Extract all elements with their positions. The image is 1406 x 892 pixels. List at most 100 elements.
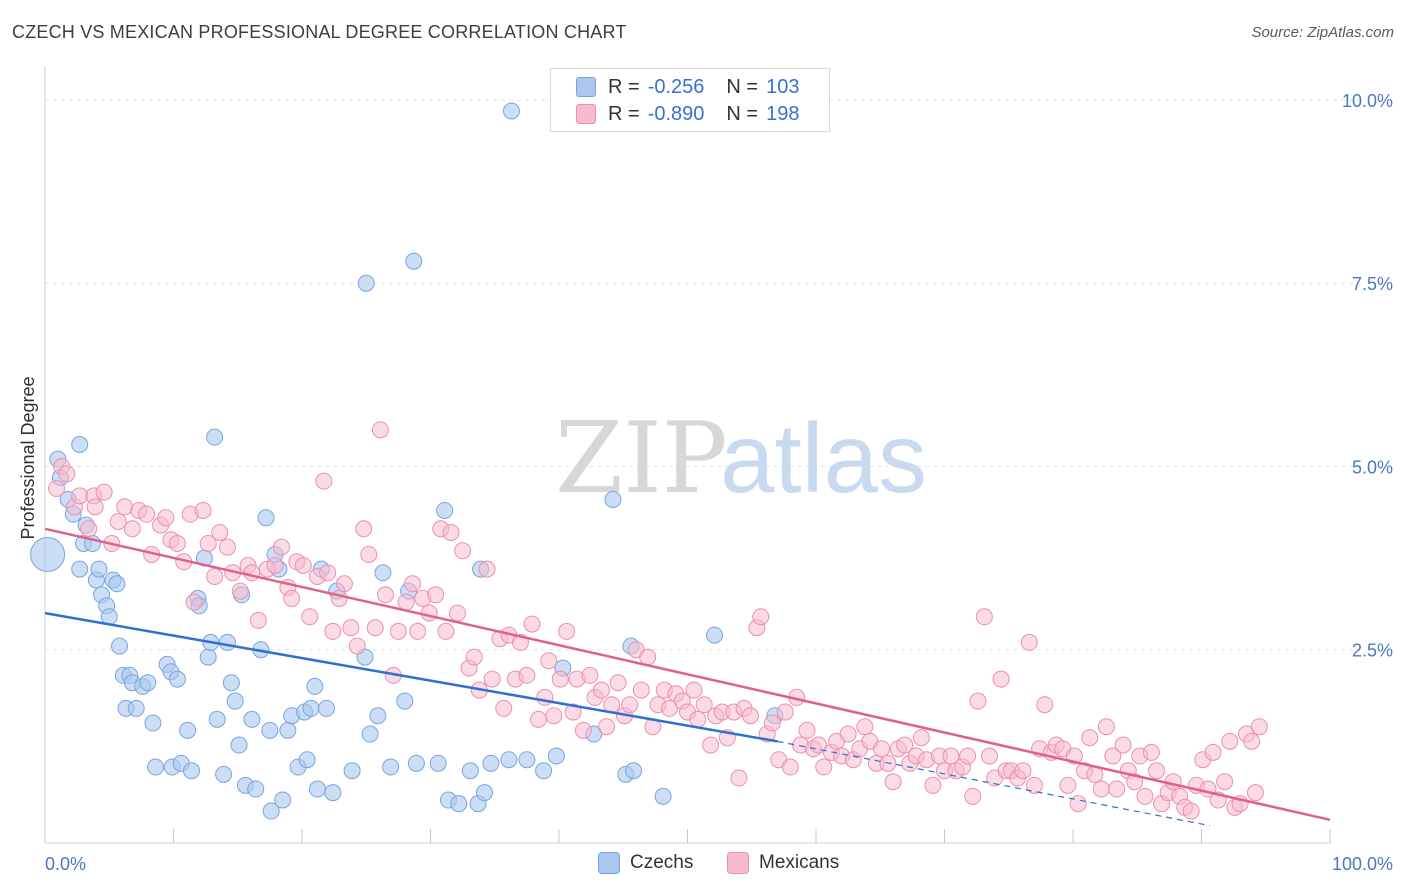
mexican-point bbox=[1036, 696, 1054, 714]
mexican-point bbox=[1108, 780, 1126, 798]
chart-title: CZECH VS MEXICAN PROFESSIONAL DEGREE COR… bbox=[12, 22, 627, 42]
czech-point bbox=[108, 575, 126, 593]
mexican-swatch bbox=[576, 104, 596, 124]
czech-point bbox=[298, 751, 316, 769]
trend-lines bbox=[44, 527, 1331, 827]
mexican-point bbox=[558, 622, 576, 640]
mexican-point bbox=[409, 622, 427, 640]
mexican-point bbox=[1164, 773, 1182, 791]
mexican-point bbox=[1250, 718, 1268, 736]
mexican-point bbox=[980, 747, 998, 765]
czech-point bbox=[396, 692, 414, 710]
tick-labels: 2.5% 5.0% 7.5% 10.0% 0.0% 100.0% bbox=[45, 91, 1393, 874]
mexican-point bbox=[283, 589, 301, 607]
mexican-point bbox=[776, 703, 794, 721]
mexican-point bbox=[621, 696, 639, 714]
mexican-point bbox=[969, 692, 987, 710]
mexican-point bbox=[959, 747, 977, 765]
mexican-point bbox=[551, 670, 569, 688]
mexican-point bbox=[540, 652, 558, 670]
mexican-point bbox=[335, 575, 353, 593]
mexican-point bbox=[138, 505, 156, 523]
legend-item-czechs[interactable]: Czechs bbox=[598, 852, 693, 874]
watermark: ZIP atlas bbox=[555, 402, 927, 516]
mexican-point bbox=[427, 586, 445, 604]
mexican-point bbox=[1136, 787, 1154, 805]
czech-swatch bbox=[598, 852, 620, 874]
czech-trend-extension bbox=[777, 740, 1211, 827]
mexican-point bbox=[1114, 736, 1132, 754]
mexican-point bbox=[454, 542, 472, 560]
mexican-point bbox=[1025, 776, 1043, 794]
mexican-point bbox=[437, 622, 455, 640]
mexican-point bbox=[71, 487, 89, 505]
mexican-point bbox=[355, 520, 373, 538]
czech-point bbox=[518, 751, 536, 769]
czech-point bbox=[361, 725, 379, 743]
czech-point bbox=[357, 274, 375, 292]
mexican-point bbox=[301, 608, 319, 626]
mexican-point bbox=[1182, 802, 1200, 820]
mexican-point bbox=[975, 608, 993, 626]
mexican-point bbox=[856, 718, 874, 736]
mexican-point bbox=[319, 564, 337, 582]
legend-r-value: -0.890 bbox=[647, 102, 705, 125]
czech-point bbox=[369, 707, 387, 725]
czech-point bbox=[407, 754, 425, 772]
czech-point bbox=[535, 762, 553, 780]
mexican-point bbox=[397, 593, 415, 611]
mexican-point bbox=[592, 681, 610, 699]
mexican-point bbox=[483, 670, 501, 688]
legend-item-mexicans[interactable]: Mexicans bbox=[727, 852, 839, 874]
mexican-point bbox=[342, 619, 360, 637]
mexican-point bbox=[1204, 743, 1222, 761]
mexican-point bbox=[243, 564, 261, 582]
mexican-point bbox=[815, 758, 833, 776]
mexican-point bbox=[109, 512, 127, 530]
mexican-point bbox=[1014, 762, 1032, 780]
mexican-point bbox=[1092, 780, 1110, 798]
czech-point bbox=[111, 637, 129, 655]
y-tick-label: 10.0% bbox=[1342, 91, 1393, 111]
czech-point bbox=[450, 795, 468, 813]
mexican-point bbox=[763, 714, 781, 732]
mexican-point bbox=[199, 534, 217, 552]
czech-point bbox=[604, 490, 622, 508]
czech-point bbox=[405, 252, 423, 270]
czech-point bbox=[261, 721, 279, 739]
mexican-point bbox=[80, 520, 98, 538]
x-tick-label: 0.0% bbox=[45, 854, 86, 874]
watermark-zip: ZIP bbox=[555, 402, 728, 516]
czech-point bbox=[247, 780, 265, 798]
mexican-point bbox=[639, 648, 657, 666]
mexican-point bbox=[448, 604, 466, 622]
czech-point bbox=[500, 751, 518, 769]
mexican-point bbox=[157, 509, 175, 527]
legend-row-czech: R = -0.256 N = 103 bbox=[576, 75, 799, 99]
mexican-point bbox=[912, 729, 930, 747]
mexican-point bbox=[206, 567, 224, 585]
mexican-point bbox=[404, 575, 422, 593]
czech-point bbox=[179, 721, 197, 739]
mexican-point bbox=[741, 707, 759, 725]
mexican-point bbox=[360, 545, 378, 563]
czech-point bbox=[382, 758, 400, 776]
czech-point bbox=[302, 699, 320, 717]
mexican-point bbox=[249, 611, 267, 629]
mexican-point bbox=[896, 736, 914, 754]
mexican-point bbox=[478, 560, 496, 578]
mexican-point bbox=[695, 696, 713, 714]
czech-point bbox=[168, 670, 186, 688]
czech-point bbox=[317, 699, 335, 717]
czech-point bbox=[461, 762, 479, 780]
czech-point bbox=[144, 714, 162, 732]
mexican-point bbox=[702, 736, 720, 754]
czech-point bbox=[230, 736, 248, 754]
mexican-point bbox=[839, 725, 857, 743]
czech-point bbox=[279, 721, 297, 739]
mexican-point bbox=[324, 622, 342, 640]
czech-point bbox=[127, 699, 145, 717]
mexican-swatch bbox=[727, 852, 749, 874]
mexican-point bbox=[1081, 729, 1099, 747]
